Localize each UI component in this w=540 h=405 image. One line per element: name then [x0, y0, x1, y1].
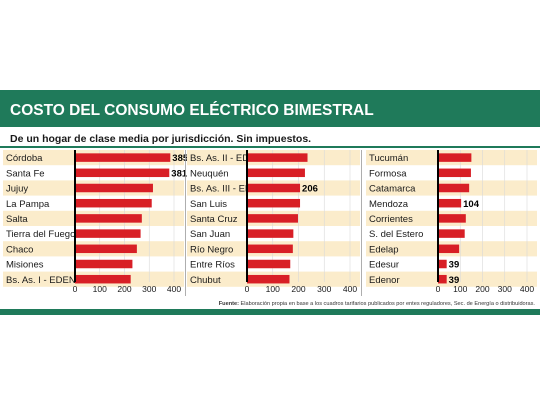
x-tick-label: 200: [117, 284, 131, 294]
category-label: S. del Estero: [369, 229, 423, 240]
category-label: Salta: [6, 214, 28, 225]
bar: [75, 198, 152, 208]
category-label: Jujuy: [6, 184, 28, 195]
category-label: Mendoza: [369, 199, 409, 210]
category-label: Santa Cruz: [190, 214, 238, 225]
category-label: Catamarca: [369, 184, 416, 195]
category-label: San Luis: [190, 199, 227, 210]
bar: [247, 198, 301, 208]
bar: [75, 274, 131, 284]
category-label: Chaco: [6, 244, 33, 255]
category-label: Tucumán: [369, 153, 408, 164]
category-label: Bs. As. III - EDEA: [190, 184, 265, 195]
source-footnote: Fuente: Elaboración propia en base a los…: [219, 301, 536, 307]
category-label: Edenor: [369, 275, 400, 286]
bar: [247, 168, 305, 178]
category-label: Río Negro: [190, 244, 233, 255]
bar: [247, 214, 298, 223]
x-tick-label: 100: [93, 284, 107, 294]
row-stripe: [366, 271, 537, 287]
bar: [247, 153, 308, 162]
value-label: 381: [171, 168, 188, 179]
bar: [75, 153, 171, 162]
bar: [247, 244, 293, 254]
x-tick-label: 100: [266, 284, 280, 294]
bar: [438, 274, 447, 284]
bar: [75, 229, 141, 238]
value-label: 104: [463, 199, 480, 210]
category-label: La Pampa: [6, 199, 50, 210]
panels-top-rule: [0, 146, 540, 148]
x-tick-label: 300: [317, 284, 331, 294]
x-tick-label: 300: [142, 284, 156, 294]
value-label: 39: [449, 275, 460, 286]
source-label: Fuente:: [219, 301, 239, 307]
x-tick-label: 200: [475, 284, 489, 294]
panel-2: Bs. As. II - EDEA Neuquén Bs. As. III - ED…: [187, 150, 362, 296]
chart-subtitle: De un hogar de clase media por jurisdicc…: [10, 133, 311, 145]
category-label: Corrientes: [369, 214, 413, 225]
category-label: Córdoba: [6, 153, 43, 164]
bar: [247, 183, 301, 193]
x-tick-label: 400: [343, 284, 357, 294]
category-label: Santa Fe: [6, 168, 45, 179]
x-tick-label: 300: [498, 284, 512, 294]
x-tick-label: 0: [436, 284, 441, 294]
bar: [75, 183, 153, 193]
x-tick-label: 400: [520, 284, 534, 294]
footer-band: [0, 309, 540, 315]
category-label: Bs. As. II - EDEA: [190, 153, 262, 164]
category-label: Chubut: [190, 275, 221, 286]
bar: [247, 229, 294, 238]
value-label: 206: [302, 184, 318, 195]
category-label: Entre Ríos: [190, 260, 235, 271]
chart-title: COSTO DEL CONSUMO ELÉCTRICO BIMESTRAL: [10, 102, 374, 119]
category-label: San Juan: [190, 229, 230, 240]
category-label: Edesur: [369, 260, 399, 271]
header-band: [0, 90, 540, 127]
bar: [75, 259, 133, 269]
bar: [438, 168, 471, 178]
bar: [438, 259, 447, 269]
category-label: Tierra del Fuego: [6, 229, 75, 240]
bar: [438, 214, 466, 223]
bar: [438, 244, 460, 254]
category-label: Neuquén: [190, 168, 229, 179]
source-text: Elaboración propia en base a los cuadros…: [241, 301, 536, 307]
bar: [438, 198, 462, 208]
bar: [247, 274, 290, 284]
bar: [75, 214, 142, 223]
category-label: Formosa: [369, 168, 407, 179]
x-tick-label: 0: [73, 284, 78, 294]
category-label: Edelap: [369, 244, 399, 255]
x-tick-label: 100: [453, 284, 467, 294]
x-tick-label: 0: [245, 284, 250, 294]
panels-group: Córdoba 385 Santa Fe 381 Jujuy La Pampa Salta T…: [3, 150, 537, 296]
bar: [438, 183, 470, 193]
bar: [75, 168, 170, 178]
value-label: 39: [449, 260, 460, 271]
panel-3: Tucumán Formosa Catamarca Mendoza 104 Corrien…: [366, 150, 537, 294]
panel-1: Córdoba 385 Santa Fe 381 Jujuy La Pampa Salta T…: [3, 150, 189, 296]
value-label: 385: [172, 153, 189, 164]
bar: [247, 259, 291, 269]
bar: [438, 229, 465, 238]
bar: [438, 153, 472, 162]
bar: [75, 244, 137, 254]
category-label: Misiones: [6, 260, 44, 271]
x-tick-label: 200: [291, 284, 305, 294]
x-tick-label: 400: [167, 284, 181, 294]
category-label: Bs. As. I - EDEN: [6, 275, 76, 286]
